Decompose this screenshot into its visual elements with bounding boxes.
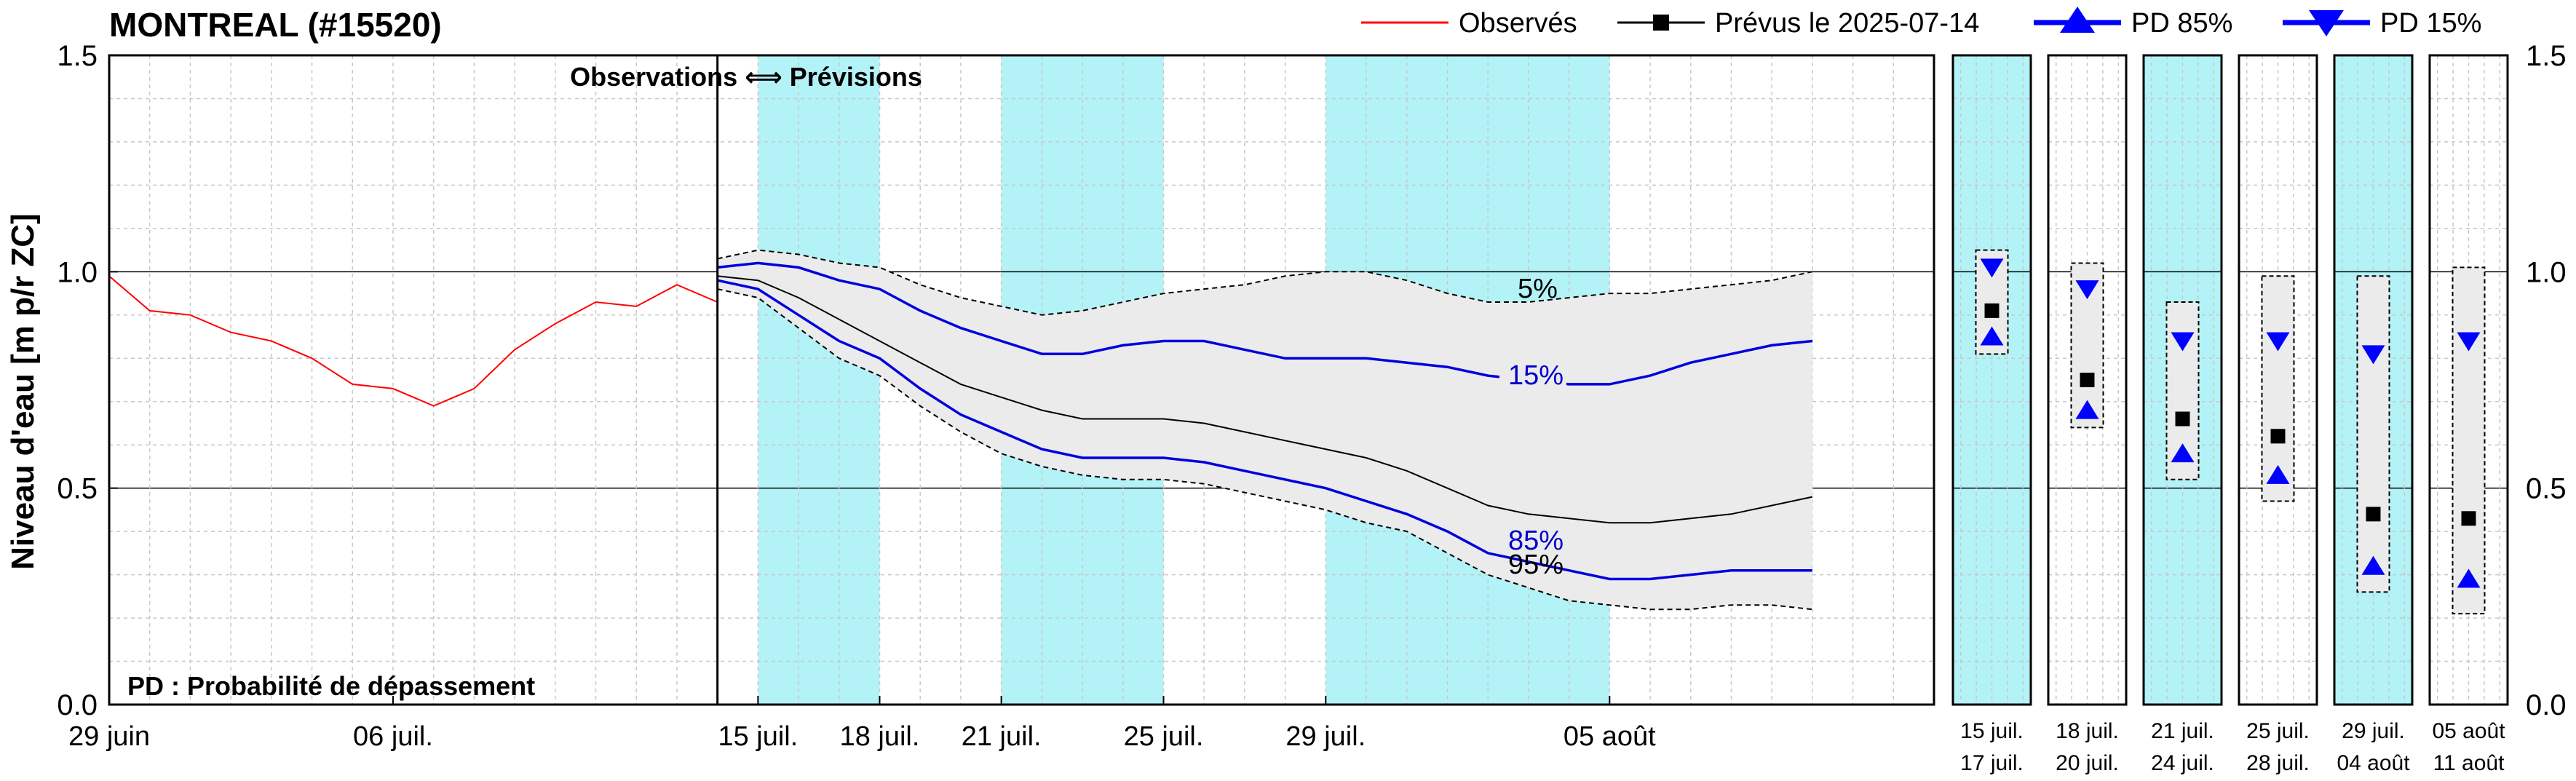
band-lower-95pct xyxy=(717,288,1813,611)
band-upper-5pct xyxy=(717,249,1813,316)
generated-marks: 0.0 0.0 0.5 0.5 1.0 1.0 1.5 1.5 29 juin 06 juil. 1… xyxy=(57,40,2566,775)
legend-observed-label: Observés xyxy=(1459,8,1577,39)
legend-forecast-label: Prévus le 2025-07-14 xyxy=(1715,8,1979,39)
x-tick-label: 06 juil. xyxy=(353,721,433,752)
panel-period-start: 05 août xyxy=(2432,719,2505,743)
x-tick-label: 25 juil. xyxy=(1124,721,1204,752)
legend-pd15-marker xyxy=(2309,10,2344,36)
y-tick-label-right: 1.0 xyxy=(2526,256,2567,288)
panel-pd15-marker xyxy=(2266,332,2290,352)
x-tick-label: 21 juil. xyxy=(962,721,1042,752)
panel-frame xyxy=(2047,54,2128,706)
panel-period-start: 15 juil. xyxy=(1960,719,2024,743)
chart-title: MONTREAL (#15520) xyxy=(109,6,442,44)
panel-frame xyxy=(2142,54,2223,706)
panel-frame xyxy=(1951,54,2032,706)
panel-period-end: 04 août xyxy=(2337,751,2410,775)
pct95-label: 95% xyxy=(1508,550,1564,580)
uncertainty-band xyxy=(717,250,1812,610)
panel-range-box xyxy=(2452,266,2486,615)
pd15-curve xyxy=(717,261,1813,386)
legend: Observés Prévus le 2025-07-14 PD 85% PD … xyxy=(1361,7,2481,39)
x-tick-label: 18 juil. xyxy=(840,721,920,752)
y-tick-label-right: 0.0 xyxy=(2526,689,2567,721)
panel-pd85-marker xyxy=(2361,555,2385,575)
panel-pd85-marker xyxy=(1980,326,2004,346)
x-tick-label: 29 juin xyxy=(68,721,150,752)
text-layer: MONTREAL (#15520) Niveau d'eau [m p/r ZC… xyxy=(5,6,1564,701)
pct5-label: 5% xyxy=(1518,274,1558,304)
legend-pd85-label: PD 85% xyxy=(2131,8,2232,39)
panel-pd85-marker xyxy=(2266,464,2290,484)
panel-period-end: 24 juil. xyxy=(2151,751,2214,775)
legend-pd85-marker xyxy=(2060,7,2095,33)
y-tick-label-left: 0.0 xyxy=(57,689,98,721)
observed-line xyxy=(108,275,718,407)
panel-period-end: 20 juil. xyxy=(2056,751,2119,775)
panel-pd15-marker xyxy=(2457,332,2481,352)
panel-period-end: 17 juil. xyxy=(1960,751,2024,775)
legend-forecast-marker xyxy=(1653,15,1669,31)
y-tick-label-right: 1.5 xyxy=(2526,40,2567,72)
legend-pd15-label: PD 15% xyxy=(2380,8,2481,39)
y-tick-label-left: 1.0 xyxy=(57,256,98,288)
y-tick-label-right: 0.5 xyxy=(2526,473,2567,505)
panel-forecast-marker xyxy=(1984,303,2000,318)
median-forecast-line xyxy=(717,275,1813,524)
pct15-label: 15% xyxy=(1508,360,1564,391)
panel-pd85-marker xyxy=(2075,400,2099,419)
panel-forecast-marker xyxy=(2175,411,2190,427)
panel-period-end: 28 juil. xyxy=(2246,751,2310,775)
panel-pd15-marker xyxy=(2075,280,2099,300)
panel-range-box xyxy=(2261,275,2295,502)
x-tick-label: 29 juil. xyxy=(1285,721,1366,752)
pct85-label: 85% xyxy=(1508,526,1564,556)
panel-forecast-marker xyxy=(2461,511,2476,526)
y-tick-label-left: 0.5 xyxy=(57,473,98,505)
panel-range-box xyxy=(2356,275,2390,593)
split-annotation: Observations ⟺ Prévisions xyxy=(570,62,922,92)
panel-period-start: 25 juil. xyxy=(2246,719,2310,743)
pd-note: PD : Probabilité de dépassement xyxy=(127,671,535,701)
panel-forecast-marker xyxy=(2270,429,2286,444)
y-axis-label: Niveau d'eau [m p/r ZC] xyxy=(5,213,41,570)
panel-period-start: 18 juil. xyxy=(2056,719,2119,743)
shaded-period xyxy=(758,55,880,705)
panel-forecast-marker xyxy=(2366,507,2381,522)
panel-pd15-marker xyxy=(2361,345,2385,365)
y-tick-label-left: 1.5 xyxy=(57,40,98,72)
pd85-curve xyxy=(717,279,1812,581)
panel-frame xyxy=(2428,54,2509,706)
panel-pd15-marker xyxy=(2171,332,2195,352)
panel-frame xyxy=(2333,54,2414,706)
series-layer xyxy=(108,249,2486,615)
panel-forecast-marker xyxy=(2080,373,2095,387)
label-gap xyxy=(1499,368,1566,388)
panel-period-start: 29 juil. xyxy=(2342,719,2405,743)
plot-frame xyxy=(108,54,1935,706)
x-tick-label: 15 juil. xyxy=(718,721,798,752)
panel-period-end: 11 août xyxy=(2433,751,2505,775)
panel-pd15-marker xyxy=(1980,258,2004,278)
label-gap xyxy=(1499,534,1566,554)
x-tick-label: 05 août xyxy=(1564,721,1656,752)
panel-period-start: 21 juil. xyxy=(2151,719,2214,743)
panel-frame xyxy=(2238,54,2318,706)
panel-pd85-marker xyxy=(2171,443,2195,463)
axes-frame xyxy=(108,54,2509,706)
panel-pd85-marker xyxy=(2457,568,2481,588)
